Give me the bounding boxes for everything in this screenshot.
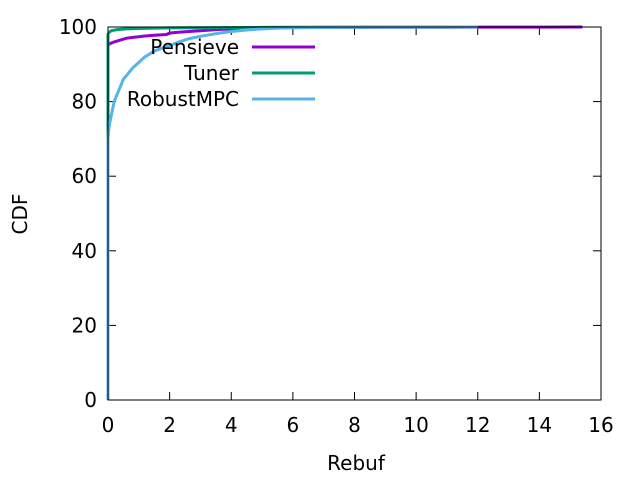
series-line-pensieve bbox=[106, 25, 583, 400]
x-tick-label-4: 8 bbox=[348, 413, 361, 437]
x-tick-label-7: 14 bbox=[527, 413, 552, 437]
series-line-robustmpc bbox=[106, 25, 478, 400]
x-tick-label-6: 12 bbox=[465, 413, 490, 437]
plot-frame bbox=[107, 26, 602, 401]
legend-label-robustmpc: RobustMPC bbox=[127, 87, 239, 111]
x-axis-label: Rebuf bbox=[327, 451, 386, 475]
y-axis-label: CDF bbox=[8, 194, 32, 235]
x-tick-label-0: 0 bbox=[102, 413, 115, 437]
x-tick-label-2: 4 bbox=[225, 413, 238, 437]
legend-label-pensieve: Pensieve bbox=[150, 35, 239, 59]
y-tick-label-1: 20 bbox=[72, 313, 97, 337]
legend-label-tuner: Tuner bbox=[183, 61, 240, 85]
y-tick-label-5: 100 bbox=[59, 15, 97, 39]
y-tick-label-3: 60 bbox=[72, 164, 97, 188]
tick-labels: 0 2 4 6 8 10 12 14 16 0 20 40 60 80 100 bbox=[59, 15, 614, 437]
series-line-tuner bbox=[106, 25, 478, 400]
x-tick-label-1: 2 bbox=[163, 413, 176, 437]
x-tick-label-5: 10 bbox=[403, 413, 428, 437]
x-tick-label-3: 6 bbox=[287, 413, 300, 437]
tick-marks bbox=[107, 26, 602, 401]
y-tick-label-0: 0 bbox=[84, 388, 97, 412]
y-tick-label-2: 40 bbox=[72, 239, 97, 263]
series-lines bbox=[106, 25, 583, 400]
y-tick-label-4: 80 bbox=[72, 90, 97, 114]
x-tick-label-8: 16 bbox=[588, 413, 613, 437]
